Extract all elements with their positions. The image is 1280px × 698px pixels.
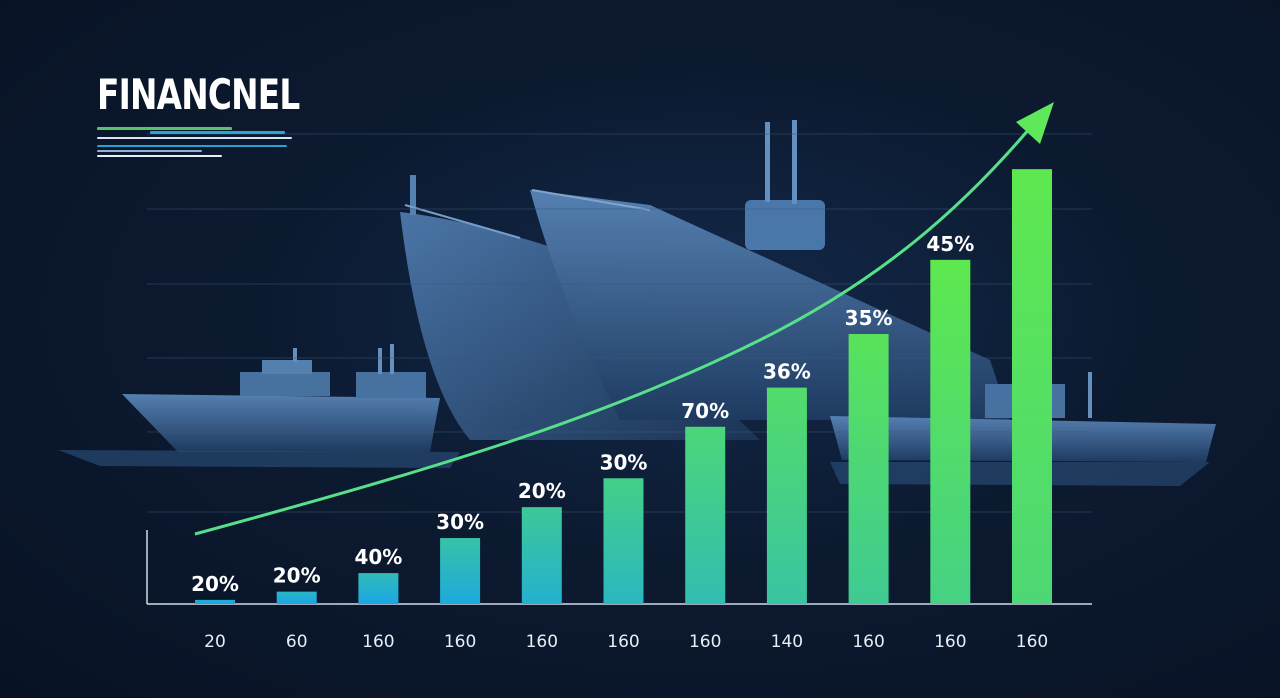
- title-underline-green: [97, 127, 232, 130]
- trend-line: [194, 127, 1032, 536]
- data-label: 40%: [354, 545, 402, 569]
- x-tick-label: 160: [689, 632, 721, 652]
- title-underline-grey: [97, 150, 202, 152]
- title-underline-short: [97, 155, 222, 157]
- data-label: 30%: [600, 450, 648, 474]
- data-label: 30%: [436, 510, 484, 534]
- data-labels: 20% 20% 40% 30% 20% 30% 70% 36% 35% 45%: [191, 232, 974, 596]
- bars: [195, 169, 1052, 604]
- x-tick-label: 140: [771, 632, 803, 652]
- data-label: 20%: [273, 564, 321, 588]
- x-tick-label: 160: [934, 632, 966, 652]
- bar: [195, 599, 235, 604]
- x-tick-label: 160: [362, 632, 394, 652]
- large-ship-icon: [530, 120, 1010, 420]
- x-tick-labels: 20 60 160 160 160 160 160 140 160 160 160: [204, 632, 1048, 652]
- title-underline-white: [97, 137, 292, 139]
- data-label: 20%: [191, 572, 239, 596]
- x-tick-label: 160: [852, 632, 884, 652]
- left-ship-icon: [58, 344, 460, 468]
- bar: [276, 591, 317, 604]
- data-label: 36%: [763, 360, 811, 384]
- data-label: 45%: [926, 232, 974, 256]
- bar: [358, 573, 399, 604]
- chart-title: FINANCNEL: [97, 70, 300, 119]
- bar: [521, 507, 562, 604]
- data-label: 35%: [845, 306, 893, 330]
- x-tick-label: 20: [204, 632, 226, 652]
- x-tick-label: 160: [607, 632, 639, 652]
- trend-arrow: [194, 102, 1054, 536]
- x-tick-label: 160: [526, 632, 558, 652]
- bar: [440, 538, 481, 604]
- bar: [930, 259, 971, 604]
- data-label: 20%: [518, 479, 566, 503]
- title-underline-blue: [150, 131, 285, 134]
- bar: [766, 387, 807, 604]
- x-tick-label: 160: [444, 632, 476, 652]
- arrowhead-icon: [1016, 102, 1054, 144]
- bar: [685, 426, 726, 604]
- bar: [603, 478, 644, 604]
- bar: [1012, 169, 1052, 604]
- data-label: 70%: [681, 399, 729, 423]
- bar: [848, 334, 889, 604]
- x-tick-label: 60: [286, 632, 308, 652]
- title-underline-cyan: [97, 145, 287, 147]
- x-tick-label: 160: [1016, 632, 1048, 652]
